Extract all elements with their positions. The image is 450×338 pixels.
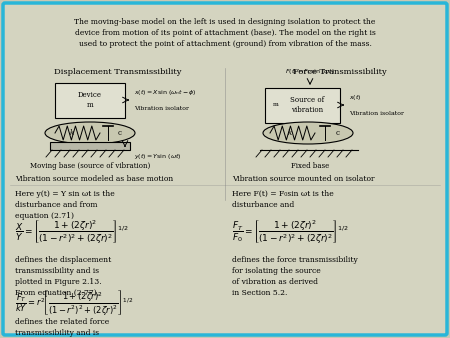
Text: Device
m: Device m (78, 91, 102, 109)
Text: Fixed base: Fixed base (291, 162, 329, 170)
Text: defines the displacement
transmissibility and is
plotted in Figure 2.13.
From eq: defines the displacement transmissibilit… (15, 256, 111, 297)
Text: $y(t) = Y\sin\,(\omega t)$: $y(t) = Y\sin\,(\omega t)$ (134, 152, 182, 161)
Text: k: k (288, 129, 292, 137)
Ellipse shape (263, 122, 353, 144)
Text: $\dfrac{F_T}{F_0} = \left[\dfrac{1+(2\zeta r)^2}{(1-r^2)^2+(2\zeta r)^2}\right]^: $\dfrac{F_T}{F_0} = \left[\dfrac{1+(2\ze… (232, 218, 349, 246)
Text: Source of
vibration: Source of vibration (290, 96, 324, 114)
Text: $\dfrac{X}{Y} = \left[\dfrac{1+(2\zeta r)^2}{(1-r^2)^2+(2\zeta r)^2}\right]^{1/2: $\dfrac{X}{Y} = \left[\dfrac{1+(2\zeta r… (15, 218, 129, 246)
Ellipse shape (45, 122, 135, 144)
Text: k: k (70, 129, 74, 137)
FancyBboxPatch shape (265, 88, 340, 123)
FancyBboxPatch shape (50, 142, 130, 150)
FancyBboxPatch shape (55, 83, 125, 118)
Text: $x(t) = X\sin\,(\omega_n t - \phi)$: $x(t) = X\sin\,(\omega_n t - \phi)$ (134, 88, 197, 97)
Text: Moving base (source of vibration): Moving base (source of vibration) (30, 162, 150, 170)
Text: Vibration source mounted on isolator: Vibration source mounted on isolator (232, 175, 374, 183)
Text: $F(t) = F_0\sin\,(\omega t)$: $F(t) = F_0\sin\,(\omega t)$ (285, 67, 335, 76)
FancyBboxPatch shape (3, 3, 447, 335)
Text: c: c (118, 129, 122, 137)
Text: The moving-base model on the left is used in designing isolation to protect the
: The moving-base model on the left is use… (74, 18, 376, 48)
Text: Vibration isolator: Vibration isolator (134, 106, 189, 111)
Text: Here y(t) = Y sin ωt is the
disturbance and from
equation (2.71): Here y(t) = Y sin ωt is the disturbance … (15, 190, 115, 220)
Text: defines the force transmissibility
for isolating the source
of vibration as deri: defines the force transmissibility for i… (232, 256, 358, 297)
Text: Vibration isolator: Vibration isolator (349, 111, 404, 116)
Text: Displacement Transmissibility: Displacement Transmissibility (54, 68, 182, 76)
Text: Force Transmissibility: Force Transmissibility (293, 68, 387, 76)
Text: $\dfrac{F_T}{kY} = r^2\!\left[\dfrac{1+(2\zeta r)^2}{(1-r^2)^2+(2\zeta r)^2}\rig: $\dfrac{F_T}{kY} = r^2\!\left[\dfrac{1+(… (15, 289, 133, 318)
Text: Here F(t) = F₀sin ωt is the
disturbance and: Here F(t) = F₀sin ωt is the disturbance … (232, 190, 334, 209)
Text: defines the related force
transmissibility and is
plotted in Figure 2.14.: defines the related force transmissibili… (15, 318, 109, 338)
Text: $x(t)$: $x(t)$ (349, 93, 362, 102)
Text: m: m (273, 102, 279, 107)
Text: Vibration source modeled as base motion: Vibration source modeled as base motion (15, 175, 173, 183)
Text: c: c (336, 129, 340, 137)
